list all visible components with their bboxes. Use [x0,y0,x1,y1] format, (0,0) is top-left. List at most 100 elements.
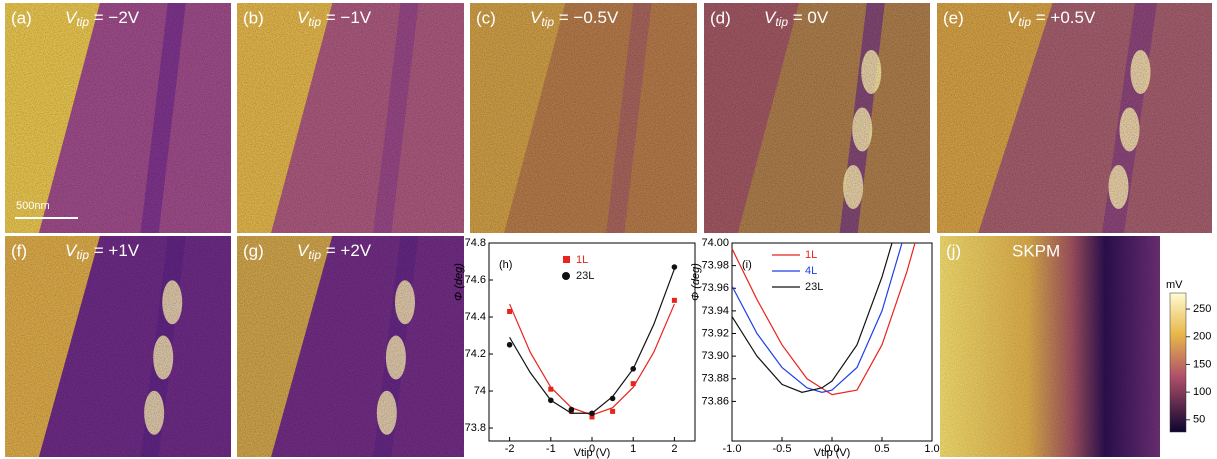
x-axis-label: Vtip (V) [814,447,851,459]
point [630,366,636,372]
image-panel: (a) Vtip = −2V [5,3,232,233]
subscript: tip [76,15,89,29]
image-panel: (b) Vtip = −1V [237,3,464,233]
colorbar [1169,292,1187,433]
panel-title: Vtip = +1V [65,241,140,262]
line [731,242,893,393]
colorbar-tick-label: 50 [1193,414,1205,426]
subscript: tip [76,248,89,262]
panel-title: Vtip = −0.5V [530,8,619,29]
panel-title: Vtip = +0.5V [1007,8,1096,29]
noise [237,236,464,457]
legend-label: 23L [805,281,823,293]
point [548,386,554,392]
colorbar-unit: mV [1166,279,1183,291]
plot-frame [488,242,696,442]
legend-marker [563,256,570,263]
image-panel: (e) Vtip = +0.5V [937,3,1212,233]
point [610,408,616,414]
colorbar-tick-label: 150 [1193,358,1211,370]
y-tick-label: 73.88 [701,373,729,385]
image-panel: (c) Vtip = −0.5V [470,3,697,233]
symbol: V [65,241,78,260]
y-tick-label: 74.4 [465,311,486,323]
symbol: V [297,241,310,260]
legend-label: 4L [805,265,817,277]
symbol: V [764,8,777,27]
panel-label: (b) [243,8,264,27]
panel-title: Vtip = −1V [297,8,372,29]
point [671,297,677,303]
y-tick-label: 74.6 [465,274,486,286]
colorbar-tick-label: 200 [1193,331,1211,343]
point [589,414,595,420]
y-tick-label: 73.86 [701,395,729,407]
noise [937,3,1212,233]
colorbar-tick-label: 100 [1193,386,1211,398]
symbol: V [530,8,543,27]
panel-label: (h) [499,259,512,271]
x-tick-label: 0.0 [824,443,839,455]
subscript: tip [308,248,321,262]
legend-label: 1L [576,254,588,266]
x-tick-label: 1.0 [924,443,939,455]
panel-label: (f) [11,241,27,260]
subscript: tip [1018,15,1031,29]
x-tick-label: 2 [671,443,677,455]
image-panel: (g) Vtip = +2V [237,236,464,457]
x-axis-label: Vtip (V) [574,447,611,459]
symbol: V [1007,8,1020,27]
value: = +2V [321,241,372,260]
image-panel: (d) Vtip = 0V [704,3,930,233]
panel-title: SKPM [1012,241,1060,260]
legend-marker [562,272,570,280]
panel-title: Vtip = 0V [764,8,829,29]
x-tick-label: -0.5 [773,443,792,455]
point [589,410,595,417]
panel-title: Vtip = +2V [297,241,372,262]
y-tick-label: 74.2 [465,348,486,360]
point [506,341,513,348]
panel-title: Vtip = −2V [65,8,140,29]
value: = 0V [788,8,829,27]
colorbar-tick-label: 250 [1193,303,1211,315]
panel-label: (c) [476,8,496,27]
x-tick-label: 0.5 [874,443,889,455]
panel-label: (e) [943,8,964,27]
panel-label: (g) [243,241,264,260]
panel-label: (i) [742,259,752,271]
y-tick-label: 74.8 [465,237,486,249]
point [630,381,636,387]
y-tick-label: 74.00 [701,237,729,249]
symbol: V [65,8,78,27]
y-tick-label: 73.94 [701,305,729,317]
y-tick-label: 73.98 [701,260,729,272]
y-axis-label: Φ (deg) [453,263,465,301]
noise [5,236,231,457]
subscript: tip [541,15,554,29]
x-tick-label: 0 [589,443,595,455]
plot-frame [731,242,933,442]
value: = +1V [89,241,140,260]
legend-label: 23L [576,270,594,282]
value: = +0.5V [1031,8,1096,27]
value: = −1V [321,8,372,27]
value: = −0.5V [554,8,619,27]
point [609,395,616,402]
noise [237,3,464,233]
subscript: tip [775,15,788,29]
scale-bar-label: 500nm [16,200,50,212]
panel-label: (j) [946,241,961,260]
point [548,397,554,404]
subscript: tip [308,15,321,29]
y-tick-label: 74 [474,385,486,397]
noise [704,3,930,233]
image-panel: (f) Vtip = +1V [5,236,232,457]
panel-label: (a) [11,8,32,27]
x-tick-label: -1.0 [723,443,742,455]
x-tick-label: -2 [505,443,515,455]
y-tick-label: 73.92 [701,327,729,339]
point [568,406,575,413]
y-tick-label: 73.90 [701,350,729,362]
